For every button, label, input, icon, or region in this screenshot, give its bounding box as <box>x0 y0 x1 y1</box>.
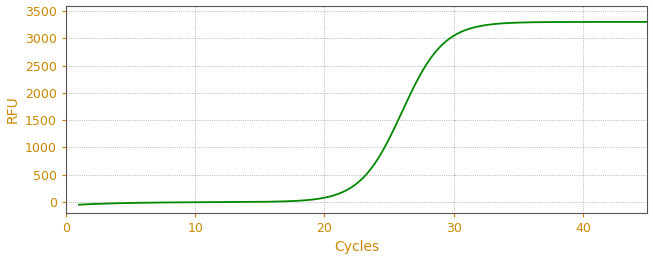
Y-axis label: RFU: RFU <box>6 95 20 123</box>
X-axis label: Cycles: Cycles <box>334 240 379 255</box>
